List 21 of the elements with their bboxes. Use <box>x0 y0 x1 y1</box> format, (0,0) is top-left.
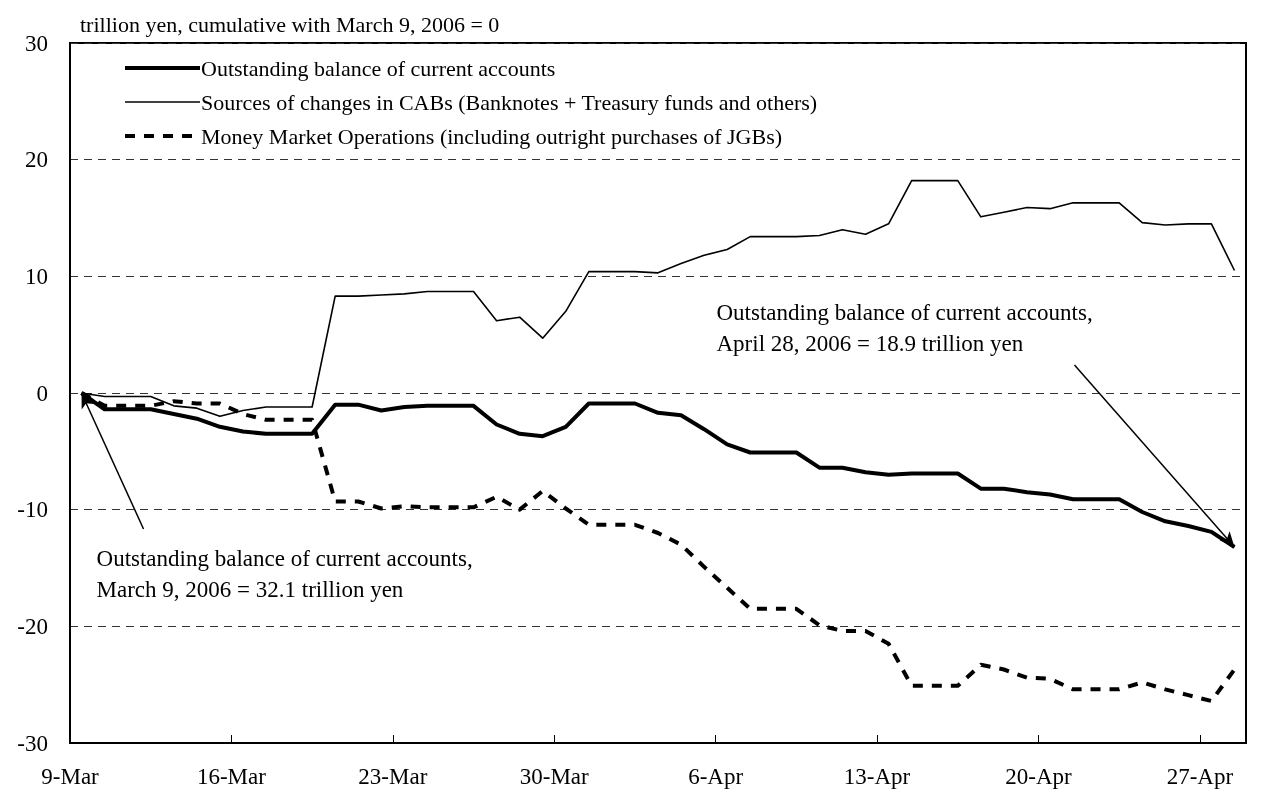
y-tick-label: -20 <box>17 613 48 639</box>
y-tick-label: -30 <box>17 730 48 756</box>
annotation: Outstanding balance of current accounts, April 28, 2006 = 18.9 trillion yen <box>716 300 1099 356</box>
y-axis-title: trillion yen, cumulative with March 9, 2006 = 0 <box>80 11 500 37</box>
x-tick-label: 13-Apr <box>843 764 911 789</box>
legend-label: Outstanding balance of current accounts <box>201 55 556 81</box>
x-tick-label: 6-Apr <box>688 764 744 789</box>
x-tick-label: 27-Apr <box>1166 764 1234 789</box>
x-tick-label: 9-Mar <box>41 764 100 789</box>
y-tick-label: 10 <box>25 263 48 289</box>
x-tick-label: 30-Mar <box>519 764 590 789</box>
y-tick-label: 30 <box>25 30 48 56</box>
annotation: Outstanding balance of current accounts, March 9, 2006 = 32.1 trillion yen <box>96 546 479 602</box>
x-tick-label: 20-Apr <box>1005 764 1073 789</box>
y-tick-label: -10 <box>17 497 48 523</box>
x-tick-label: 23-Mar <box>358 764 428 789</box>
y-tick-label: 0 <box>36 380 48 406</box>
legend-label: Sources of changes in CABs (Banknotes + Treasury funds and others) <box>201 89 818 115</box>
x-tick-label: 16-Mar <box>196 764 267 789</box>
legend-label: Money Market Operations (including outright purchases of JGBs) <box>201 123 783 149</box>
y-tick-label: 20 <box>25 147 48 173</box>
